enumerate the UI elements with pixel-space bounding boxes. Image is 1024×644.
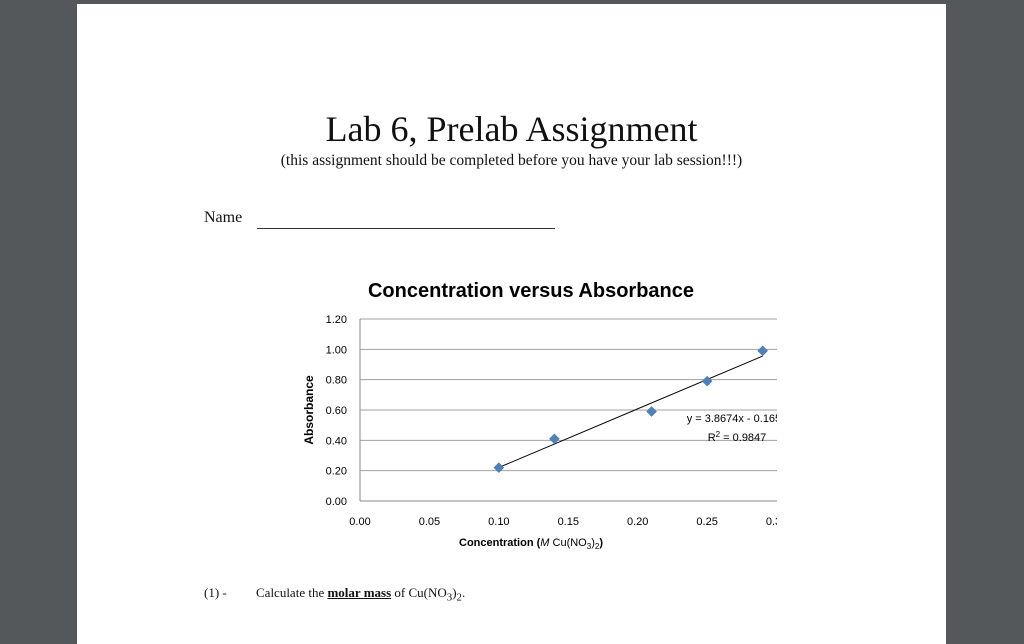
equation-label: y = 3.8674x - 0.1657 xyxy=(687,413,777,425)
name-label: Name xyxy=(204,209,243,226)
x-tick-label: 0.05 xyxy=(419,516,440,528)
data-points xyxy=(493,345,769,473)
x-tick-labels: 0.000.050.100.150.200.250.300.35 xyxy=(349,516,777,528)
y-axis-label: Absorbance xyxy=(302,375,316,445)
name-blank-line[interactable] xyxy=(257,228,555,229)
molar-mass-term: molar mass xyxy=(327,585,392,600)
x-tick-label: 0.10 xyxy=(488,516,509,528)
y-tick-label: 0.80 xyxy=(326,375,347,387)
x-tick-label: 0.15 xyxy=(558,516,579,528)
data-point xyxy=(493,462,505,473)
y-tick-label: 0.40 xyxy=(326,435,347,447)
data-point xyxy=(549,433,560,445)
y-tick-label: 0.00 xyxy=(326,496,347,508)
trendline xyxy=(498,355,763,468)
y-tick-label: 0.60 xyxy=(326,405,347,417)
y-tick-label: 0.20 xyxy=(326,466,347,478)
question-text: Calculate the molar mass of Cu(NO3)2. xyxy=(256,585,466,604)
x-tick-label: 0.20 xyxy=(627,516,648,528)
x-tick-label: 0.30 xyxy=(766,516,777,528)
x-tick-label: 0.00 xyxy=(349,516,370,528)
page-subtitle: (this assignment should be completed bef… xyxy=(280,152,743,169)
y-tick-label: 1.00 xyxy=(326,344,347,356)
r-squared-label: R2 = 0.9847 xyxy=(708,430,767,444)
document-page: Lab 6, Prelab Assignment (this assignmen… xyxy=(77,4,946,644)
data-point xyxy=(701,375,713,387)
page-title: Lab 6, Prelab Assignment xyxy=(325,109,698,149)
chart-title: Concentration versus Absorbance xyxy=(368,280,694,302)
data-point xyxy=(757,345,769,357)
concentration-absorbance-chart: Concentration versus Absorbance 0.00 0.20… xyxy=(302,280,777,551)
x-tick-label: 0.25 xyxy=(696,516,717,528)
y-tick-labels: 0.00 0.20 0.40 0.60 0.80 1.00 1.20 xyxy=(326,314,347,508)
data-point xyxy=(646,406,657,417)
question-number: (1) - xyxy=(204,585,227,600)
y-tick-label: 1.20 xyxy=(326,314,347,326)
x-axis-label: Concentration (M Cu(NO3)2) xyxy=(459,537,603,551)
chart-gridlines xyxy=(359,318,777,502)
